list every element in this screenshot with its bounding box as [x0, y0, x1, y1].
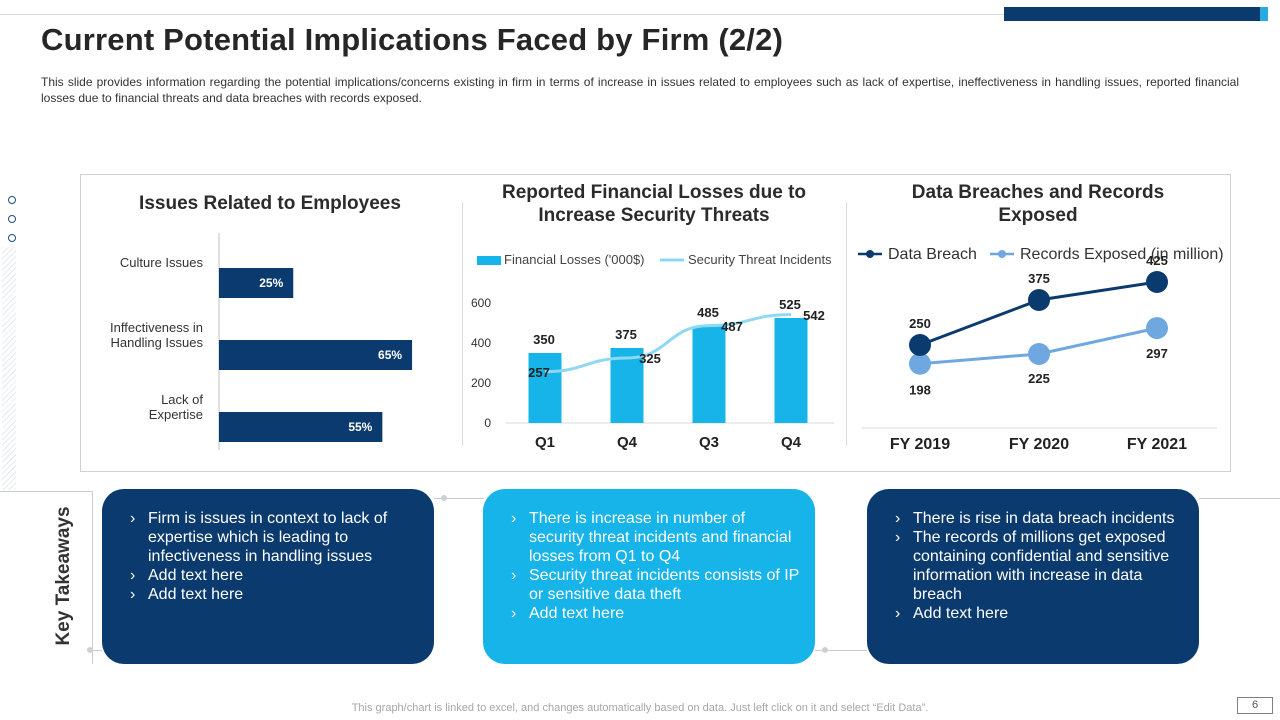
category-label: Handling Issues: [111, 335, 204, 350]
data-point: [1146, 271, 1168, 293]
data-point: [1028, 289, 1050, 311]
category-label: Inffectiveness in: [110, 320, 203, 335]
bar: [610, 348, 644, 423]
data-label: 297: [1146, 346, 1168, 361]
takeaway-item: The records of millions get exposed cont…: [895, 528, 1185, 604]
key-takeaways-label: Key Takeaways: [53, 506, 74, 646]
series-line: [544, 313, 792, 374]
key-takeaways-label-box: Key Takeaways: [24, 496, 104, 656]
takeaway-item[interactable]: Add text here: [895, 604, 1185, 623]
legend-marker: [866, 250, 874, 258]
data-breaches-chart[interactable]: Data Breach Records Exposed (in million) 2…: [852, 238, 1228, 458]
card-connector: [434, 498, 484, 499]
legend-marker: [998, 250, 1006, 258]
takeaway-item: There is rise in data breach incidents: [895, 509, 1185, 528]
y-tick-label: 0: [484, 416, 491, 430]
data-point: [1146, 317, 1168, 340]
card-connector: [92, 650, 102, 651]
chart2-title: Reported Financial Losses due to Increas…: [501, 182, 807, 226]
x-tick-label: Q4: [617, 434, 638, 451]
bar-value-label: 375: [615, 327, 637, 342]
bar-value-label: 350: [533, 332, 555, 347]
card-connector: [815, 650, 867, 651]
bar-value-label: 55%: [348, 420, 372, 434]
header-accent-tip: [1260, 7, 1268, 21]
x-tick-label: FY 2020: [1009, 436, 1069, 453]
data-label: 375: [1028, 271, 1050, 286]
legend-label: Data Breach: [888, 246, 977, 263]
side-dot: [8, 234, 16, 242]
legend-label: Financial Losses ('000$): [504, 252, 645, 267]
bar-value-label: 485: [697, 305, 719, 320]
data-label: 250: [909, 316, 931, 331]
bar: [219, 268, 294, 298]
legend-label: Security Threat Incidents: [688, 252, 832, 267]
takeaway-card-breaches: There is rise in data breach incidents T…: [867, 489, 1199, 664]
line-value-label: 257: [528, 365, 550, 380]
side-dots-decoration: [8, 196, 16, 253]
line-value-label: 487: [721, 319, 743, 334]
top-rule: [0, 14, 1004, 15]
bar-value-label: 525: [779, 297, 801, 312]
key-takeaways-frame: [0, 491, 93, 664]
bar-value-label: 25%: [259, 276, 283, 290]
data-point: [909, 334, 931, 356]
chart3-title: Data Breaches and Records Exposed: [911, 182, 1165, 226]
data-point: [909, 352, 931, 375]
line-value-label: 542: [803, 308, 825, 323]
takeaway-item[interactable]: Add text here: [130, 585, 420, 604]
chart-divider: [462, 202, 463, 446]
y-tick-label: 200: [471, 376, 491, 390]
takeaway-item: Firm is issues in context to lack of exp…: [130, 509, 420, 566]
x-tick-label: Q1: [535, 434, 555, 451]
connector-dot: [441, 495, 447, 501]
footer-note: This graph/chart is linked to excel, and…: [351, 702, 929, 714]
takeaway-card-employees: Firm is issues in context to lack of exp…: [102, 489, 434, 664]
side-dot: [8, 196, 16, 204]
bar: [219, 340, 413, 370]
side-dot: [8, 215, 16, 223]
x-tick-label: FY 2021: [1127, 436, 1187, 453]
data-label: 225: [1028, 371, 1050, 386]
connector-dot: [87, 647, 93, 653]
slide-description: This slide provides information regardin…: [41, 75, 1239, 105]
bar: [528, 353, 562, 423]
page-number: 6: [1237, 697, 1273, 714]
takeaway-item: Security threat incidents consists of IP…: [511, 566, 801, 604]
y-tick-label: 600: [471, 296, 491, 310]
slide-title: Current Potential Implications Faced by …: [41, 22, 784, 57]
header-accent-bar: [1004, 7, 1268, 21]
category-label: Culture Issues: [120, 255, 204, 270]
card-connector: [1199, 498, 1280, 499]
x-tick-label: FY 2019: [890, 436, 950, 453]
category-label: Lack of: [161, 392, 203, 407]
takeaway-item[interactable]: Add text here: [511, 604, 801, 623]
y-tick-label: 400: [471, 336, 491, 350]
takeaway-item: There is increase in number of security …: [511, 509, 801, 566]
line-value-label: 325: [639, 351, 661, 366]
category-label: Expertise: [149, 407, 203, 422]
bar-value-label: 65%: [378, 348, 402, 362]
bar: [692, 326, 726, 423]
side-hatch-decoration: [2, 247, 16, 490]
data-label: 198: [909, 383, 931, 398]
takeaway-item[interactable]: Add text here: [130, 566, 420, 585]
takeaway-card-financial: There is increase in number of security …: [483, 489, 815, 664]
chart1-title: Issues Related to Employees: [139, 193, 401, 214]
legend-label: Records Exposed (in million): [1020, 246, 1224, 263]
issues-bar-chart[interactable]: 25% Culture Issues 65% Inffectiveness inHan…: [90, 225, 450, 455]
bar: [219, 412, 383, 442]
bar: [774, 318, 808, 423]
legend-swatch-bar: [477, 256, 501, 265]
financial-losses-chart[interactable]: Financial Losses ('000$) Security Threat …: [466, 240, 844, 455]
data-point: [1028, 343, 1050, 365]
data-label: 425: [1146, 253, 1168, 268]
connector-dot: [822, 647, 828, 653]
x-tick-label: Q4: [781, 434, 802, 451]
x-tick-label: Q3: [699, 434, 719, 451]
chart-divider: [846, 202, 847, 446]
